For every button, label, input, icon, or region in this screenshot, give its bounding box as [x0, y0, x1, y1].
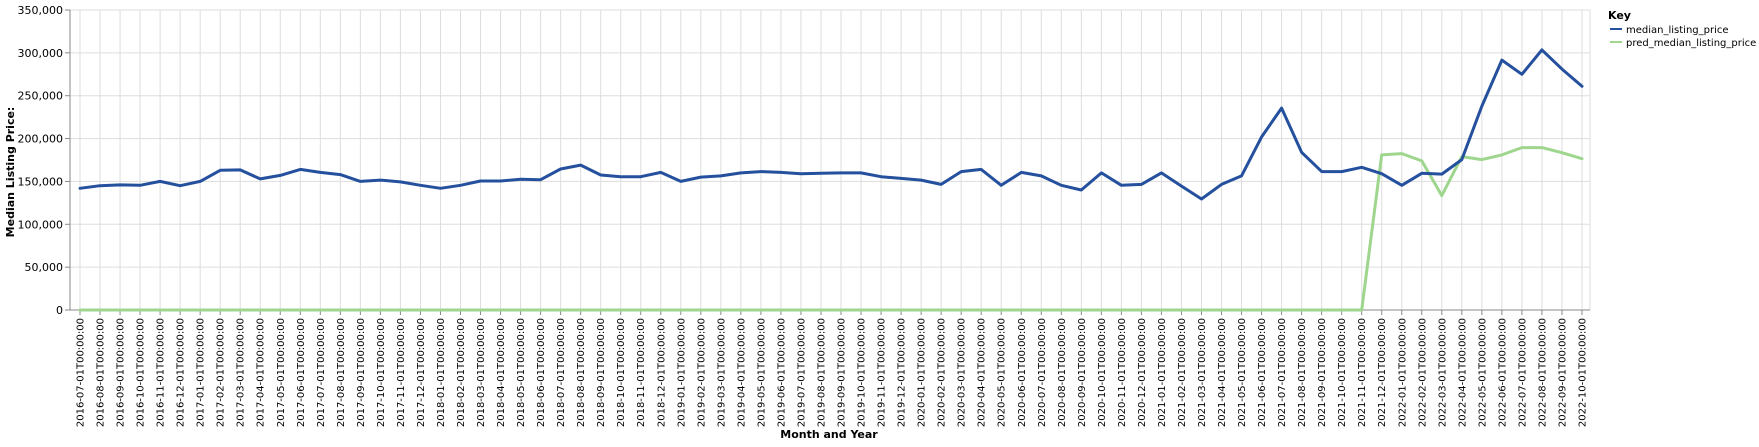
- y-tick-label: 300,000: [18, 47, 64, 60]
- x-tick-label: 2018-07-01T00:00:00: [556, 318, 567, 427]
- x-tick-label: 2022-09-01T00:00:00: [1557, 318, 1568, 427]
- x-tick-label: 2019-05-01T00:00:00: [756, 318, 767, 427]
- x-tick-label: 2019-06-01T00:00:00: [776, 318, 787, 427]
- x-tick-label: 2020-12-01T00:00:00: [1137, 318, 1148, 427]
- x-tick-label: 2021-07-01T00:00:00: [1277, 318, 1288, 427]
- y-tick-label: 200,000: [18, 133, 64, 146]
- x-tick-label: 2018-11-01T00:00:00: [636, 318, 647, 427]
- x-tick-label: 2019-04-01T00:00:00: [736, 318, 747, 427]
- y-tick-label: 50,000: [25, 261, 64, 274]
- x-tick-label: 2017-06-01T00:00:00: [296, 318, 307, 427]
- x-tick-label: 2017-11-01T00:00:00: [396, 318, 407, 427]
- x-tick-label: 2016-08-01T00:00:00: [96, 318, 107, 427]
- x-tick-label: 2021-05-01T00:00:00: [1237, 318, 1248, 427]
- y-tick-label: 250,000: [18, 90, 64, 103]
- series-lines: [78, 48, 1584, 312]
- x-tick-label: 2018-02-01T00:00:00: [456, 318, 467, 427]
- x-tick-label: 2021-10-01T00:00:00: [1337, 318, 1348, 427]
- grid-lines: [69, 9, 1591, 311]
- legend-title: Key: [1608, 9, 1631, 22]
- x-tick-label: 2016-09-01T00:00:00: [116, 318, 127, 427]
- x-tick-label: 2019-10-01T00:00:00: [857, 318, 868, 427]
- x-tick-label: 2020-08-01T00:00:00: [1057, 318, 1068, 427]
- y-tick-label: 350,000: [18, 4, 64, 17]
- y-axis: 0 50,000 100,000 150,000 200,000 250,000 300,0…: [18, 4, 71, 317]
- x-tick-label: 2022-04-01T00:00:00: [1457, 318, 1468, 427]
- x-tick-label: 2020-11-01T00:00:00: [1117, 318, 1128, 427]
- x-tick-label: 2021-02-01T00:00:00: [1177, 318, 1188, 427]
- x-tick-label: 2021-04-01T00:00:00: [1217, 318, 1228, 427]
- x-tick-label: 2022-06-01T00:00:00: [1497, 318, 1508, 427]
- x-tick-label: 2018-03-01T00:00:00: [476, 318, 487, 427]
- x-tick-label: 2019-07-01T00:00:00: [796, 318, 807, 427]
- x-tick-label: 2017-02-01T00:00:00: [216, 318, 227, 427]
- x-tick-label: 2019-03-01T00:00:00: [716, 318, 727, 427]
- x-tick-label: 2017-09-01T00:00:00: [356, 318, 367, 427]
- x-tick-label: 2018-04-01T00:00:00: [496, 318, 507, 427]
- y-tick-label: 100,000: [18, 218, 64, 231]
- x-tick-label: 2020-04-01T00:00:00: [977, 318, 988, 427]
- legend-label: median_listing_price: [1626, 25, 1729, 36]
- x-tick-label: 2020-01-01T00:00:00: [917, 318, 928, 427]
- series-line-median-listing-price: [78, 48, 1584, 201]
- x-tick-label: 2020-02-01T00:00:00: [937, 318, 948, 427]
- legend: Key median_listing_price pred_median_list…: [1608, 9, 1756, 49]
- x-tick-label: 2020-07-01T00:00:00: [1037, 318, 1048, 427]
- x-tick-label: 2018-12-01T00:00:00: [656, 318, 667, 427]
- series-line-pred-median-listing-price: [78, 146, 1584, 312]
- x-axis: 2016-07-01T00:00:00 2016-08-01T00:00:00 20…: [70, 309, 1590, 427]
- y-tick-label: 150,000: [18, 175, 64, 188]
- x-tick-label: 2022-08-01T00:00:00: [1537, 318, 1548, 427]
- x-tick-label: 2021-09-01T00:00:00: [1317, 318, 1328, 427]
- x-tick-label: 2017-12-01T00:00:00: [416, 318, 427, 427]
- x-tick-label: 2021-06-01T00:00:00: [1257, 318, 1268, 427]
- x-tick-label: 2018-09-01T00:00:00: [596, 318, 607, 427]
- legend-label: pred_median_listing_price: [1626, 38, 1756, 49]
- x-tick-label: 2020-03-01T00:00:00: [957, 318, 968, 427]
- x-tick-label: 2018-08-01T00:00:00: [576, 318, 587, 427]
- y-axis-title: Median Listing Price:: [4, 107, 17, 238]
- x-tick-label: 2020-05-01T00:00:00: [997, 318, 1008, 427]
- x-tick-label: 2017-10-01T00:00:00: [376, 318, 387, 427]
- x-tick-label: 2019-12-01T00:00:00: [897, 318, 908, 427]
- x-tick-label: 2022-07-01T00:00:00: [1517, 318, 1528, 427]
- x-tick-label: 2019-02-01T00:00:00: [696, 318, 707, 427]
- x-tick-label: 2016-07-01T00:00:00: [76, 318, 87, 427]
- x-tick-label: 2017-03-01T00:00:00: [236, 318, 247, 427]
- x-tick-label: 2021-03-01T00:00:00: [1197, 318, 1208, 427]
- x-tick-label: 2020-09-01T00:00:00: [1077, 318, 1088, 427]
- y-tick-label: 0: [56, 304, 63, 317]
- x-tick-label: 2016-11-01T00:00:00: [156, 318, 167, 427]
- x-tick-label: 2018-01-01T00:00:00: [436, 318, 447, 427]
- x-tick-label: 2018-05-01T00:00:00: [516, 318, 527, 427]
- x-tick-label: 2018-10-01T00:00:00: [616, 318, 627, 427]
- x-axis-title: Month and Year: [780, 428, 878, 441]
- x-tick-label: 2022-10-01T00:00:00: [1578, 318, 1589, 427]
- x-tick-label: 2021-11-01T00:00:00: [1357, 318, 1368, 427]
- x-tick-label: 2019-01-01T00:00:00: [676, 318, 687, 427]
- x-tick-label: 2016-10-01T00:00:00: [136, 318, 147, 427]
- x-tick-label: 2019-09-01T00:00:00: [837, 318, 848, 427]
- x-tick-label: 2017-07-01T00:00:00: [316, 318, 327, 427]
- x-tick-label: 2017-04-01T00:00:00: [256, 318, 267, 427]
- x-tick-label: 2017-08-01T00:00:00: [336, 318, 347, 427]
- x-tick-label: 2022-02-01T00:00:00: [1417, 318, 1428, 427]
- x-tick-label: 2019-11-01T00:00:00: [877, 318, 888, 427]
- x-tick-label: 2022-01-01T00:00:00: [1397, 318, 1408, 427]
- x-tick-label: 2021-12-01T00:00:00: [1377, 318, 1388, 427]
- x-tick-label: 2018-06-01T00:00:00: [536, 318, 547, 427]
- x-tick-label: 2020-10-01T00:00:00: [1097, 318, 1108, 427]
- x-tick-label: 2021-08-01T00:00:00: [1297, 318, 1308, 427]
- x-tick-label: 2021-01-01T00:00:00: [1157, 318, 1168, 427]
- x-tick-label: 2017-05-01T00:00:00: [276, 318, 287, 427]
- x-tick-label: 2019-08-01T00:00:00: [816, 318, 827, 427]
- x-tick-label: 2020-06-01T00:00:00: [1017, 318, 1028, 427]
- x-tick-label: 2022-05-01T00:00:00: [1477, 318, 1488, 427]
- x-tick-label: 2017-01-01T00:00:00: [196, 318, 207, 427]
- x-tick-label: 2016-12-01T00:00:00: [176, 318, 187, 427]
- x-tick-label: 2022-03-01T00:00:00: [1437, 318, 1448, 427]
